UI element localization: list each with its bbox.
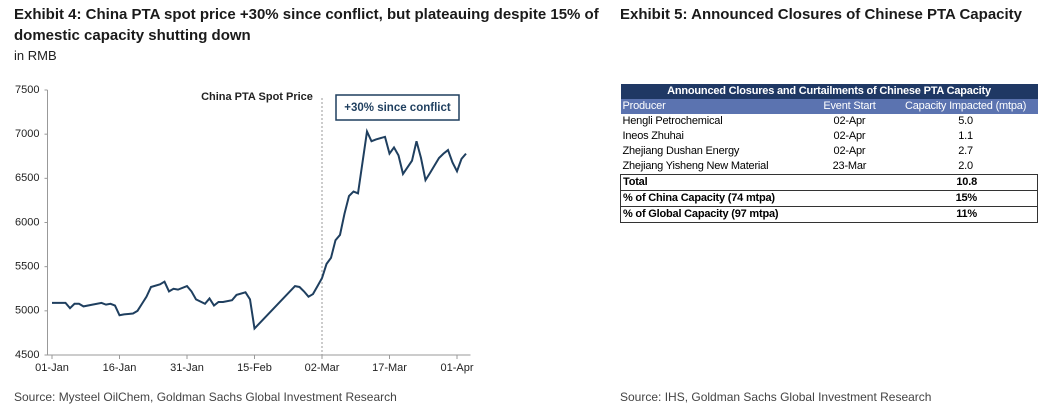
cell: 23-Mar: [832, 160, 867, 172]
cell: 15%: [955, 192, 978, 204]
cell: % of China Capacity (74 mtpa): [623, 192, 775, 204]
x-tick-label: 16-Jan: [103, 362, 137, 374]
x-tick-label: 15-Feb: [237, 362, 272, 374]
cell: Hengli Petrochemical: [622, 115, 723, 127]
y-tick-label: 5500: [15, 261, 39, 273]
y-tick-label: 7000: [15, 128, 39, 140]
y-tick-label: 6500: [15, 172, 39, 184]
exhibit-title: Exhibit 4: China PTA spot price +30% sin…: [14, 6, 599, 44]
cell: Zhejiang Yisheng New Material: [622, 160, 769, 172]
summary-row: % of China Capacity (74 mtpa) 15%: [620, 190, 1038, 207]
chart: 4500 5000 5500 6000 6500 7000 7500 01-Jan 16-Jan…: [15, 84, 474, 374]
cell: 02-Apr: [833, 145, 866, 157]
capacity-table: Announced Closures and Curtailments of C…: [620, 84, 1038, 223]
table-row: Ineos Zhuhai 02-Apr 1.1: [621, 129, 1038, 144]
table-row: Zhejiang Dushan Energy 02-Apr 2.7: [621, 144, 1038, 159]
header-row: Producer Event Start Capacity Impacted (mt…: [620, 99, 1038, 114]
table-row: Hengli Petrochemical 02-Apr 5.0: [621, 114, 1038, 129]
x-tick-label: 01-Jan: [35, 362, 69, 374]
cell: 10.8: [956, 176, 977, 188]
source: Source: Mysteel OilChem, Goldman Sachs G…: [14, 390, 397, 404]
table-title: Announced Closures and Curtailments of C…: [620, 84, 1038, 99]
y-tick-label: 7500: [15, 84, 39, 96]
cell: Ineos Zhuhai: [622, 130, 684, 142]
x-tick-label: 17-Mar: [372, 362, 407, 374]
cell: 5.0: [958, 115, 973, 127]
source: Source: IHS, Goldman Sachs Global Invest…: [620, 390, 932, 404]
header-cell: Event Start: [823, 100, 876, 112]
cell: 2.0: [958, 160, 973, 172]
exhibit-title: Exhibit 5: Announced Closures of Chinese…: [620, 6, 1023, 23]
y-tick-label: 5000: [15, 305, 39, 317]
x-tick-label: 02-Mar: [305, 362, 340, 374]
cell: 11%: [956, 208, 977, 220]
series-label: China PTA Spot Price: [201, 91, 313, 103]
annotation-box: [335, 94, 460, 121]
title-row: Announced Closures and Curtailments of C…: [620, 84, 1038, 99]
cell: % of Global Capacity (97 mtpa): [623, 208, 779, 220]
y-tick-label: 6000: [15, 216, 39, 228]
series-line: [52, 128, 467, 331]
subtitle: in RMB: [14, 48, 57, 63]
table-row: Zhejiang Yisheng New Material 23-Mar 2.0: [621, 159, 1038, 175]
cell: Total: [623, 176, 648, 188]
cell: 2.7: [958, 145, 973, 157]
cell: 02-Apr: [833, 130, 866, 142]
x-tick-label: 31-Jan: [170, 362, 204, 374]
summary-row: Total 10.8: [620, 174, 1038, 191]
cell: 02-Apr: [833, 115, 866, 127]
cell: Zhejiang Dushan Energy: [622, 145, 740, 157]
y-tick-label: 4500: [15, 349, 39, 361]
annotation: +30% since conflict: [344, 102, 451, 114]
header-cell: Capacity Impacted (mtpa): [905, 100, 1027, 112]
x-tick-label: 01-Apr: [440, 362, 473, 374]
header-cell: Producer: [622, 100, 666, 112]
cell: 1.1: [958, 130, 973, 142]
summary-row: % of Global Capacity (97 mtpa) 11%: [620, 206, 1038, 223]
